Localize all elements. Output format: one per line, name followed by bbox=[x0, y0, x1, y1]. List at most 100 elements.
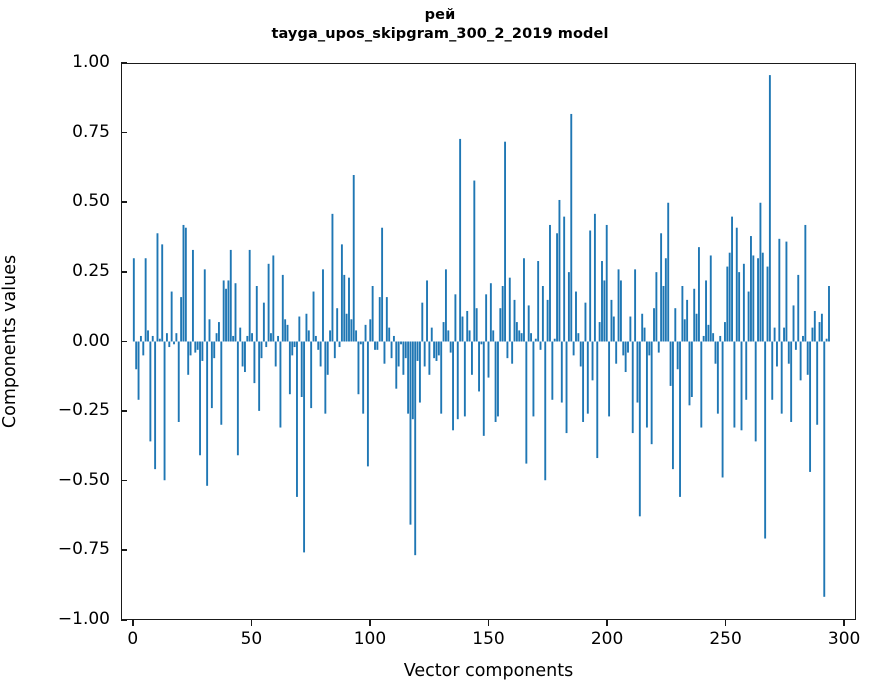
bar bbox=[267, 263, 270, 342]
bar bbox=[251, 333, 253, 342]
bar bbox=[728, 252, 731, 342]
x-tick-label: 150 bbox=[472, 629, 505, 649]
bar bbox=[624, 341, 627, 373]
bar bbox=[653, 308, 655, 342]
bar bbox=[329, 330, 332, 342]
x-axis-label: Vector components bbox=[403, 661, 574, 681]
bar bbox=[506, 341, 509, 359]
bar bbox=[147, 330, 149, 342]
bar bbox=[577, 333, 580, 342]
bar bbox=[589, 230, 592, 342]
bar bbox=[605, 224, 608, 342]
bar bbox=[683, 319, 686, 342]
bar bbox=[813, 310, 816, 342]
bar bbox=[466, 310, 469, 342]
bar bbox=[636, 341, 639, 403]
bar bbox=[352, 175, 355, 342]
bar bbox=[627, 341, 629, 353]
bar bbox=[220, 341, 223, 425]
bar bbox=[643, 327, 646, 342]
bar bbox=[449, 341, 452, 353]
bar bbox=[752, 255, 755, 342]
bar bbox=[357, 341, 360, 395]
bar bbox=[523, 258, 525, 342]
bar bbox=[724, 322, 726, 342]
bar bbox=[686, 299, 689, 342]
bar bbox=[390, 341, 393, 359]
x-tick-mark bbox=[606, 620, 608, 626]
bar bbox=[177, 341, 180, 422]
bar bbox=[690, 341, 693, 397]
bar bbox=[818, 322, 821, 342]
bar bbox=[182, 224, 185, 342]
bar bbox=[359, 341, 362, 345]
bar bbox=[747, 291, 750, 342]
bar bbox=[525, 341, 528, 464]
bar bbox=[468, 330, 471, 342]
bar bbox=[165, 333, 168, 342]
bar bbox=[733, 341, 736, 428]
bar bbox=[771, 341, 774, 400]
bar bbox=[719, 335, 722, 342]
bar bbox=[210, 341, 213, 409]
bar bbox=[676, 341, 679, 370]
bar bbox=[208, 319, 211, 342]
bar bbox=[586, 341, 589, 414]
bar bbox=[447, 330, 450, 342]
bar bbox=[558, 199, 561, 342]
bar bbox=[811, 327, 814, 342]
bar bbox=[473, 180, 476, 342]
bar bbox=[215, 333, 218, 342]
y-tick-label: 1.00 bbox=[72, 52, 110, 72]
bar bbox=[248, 249, 251, 342]
bar bbox=[816, 341, 819, 425]
bar bbox=[227, 280, 230, 342]
bar bbox=[551, 341, 554, 400]
bar bbox=[288, 341, 291, 395]
bar bbox=[196, 341, 199, 350]
bar bbox=[802, 335, 804, 342]
bar bbox=[530, 333, 533, 342]
y-tick-mark bbox=[121, 270, 127, 273]
y-tick-mark bbox=[121, 479, 127, 482]
x-tick-mark bbox=[843, 620, 845, 626]
bar bbox=[397, 341, 400, 367]
bar bbox=[461, 316, 464, 342]
chart-title: рей tayga_upos_skipgram_300_2_2019 model bbox=[0, 6, 880, 43]
bar bbox=[442, 322, 445, 342]
bar bbox=[144, 258, 147, 342]
bar bbox=[168, 341, 171, 348]
x-tick-mark bbox=[369, 620, 371, 626]
bar bbox=[194, 341, 197, 353]
x-tick-label: 100 bbox=[353, 629, 387, 649]
bar bbox=[806, 341, 809, 375]
bar bbox=[336, 308, 339, 342]
bar bbox=[265, 341, 268, 348]
bar bbox=[515, 322, 518, 342]
y-tick-label: 0.25 bbox=[72, 260, 110, 281]
bar bbox=[303, 341, 306, 553]
y-tick-mark bbox=[121, 201, 127, 203]
bar bbox=[563, 216, 566, 342]
chart-title-line-2: tayga_upos_skipgram_300_2_2019 model bbox=[271, 25, 609, 42]
bar bbox=[459, 138, 462, 342]
bar bbox=[823, 341, 826, 597]
bar bbox=[742, 263, 745, 342]
bar bbox=[132, 258, 135, 342]
bar bbox=[345, 313, 348, 342]
bar bbox=[501, 286, 504, 342]
bar bbox=[170, 291, 173, 342]
bar bbox=[553, 338, 556, 342]
bar bbox=[655, 272, 658, 342]
bar bbox=[664, 258, 667, 342]
bar bbox=[714, 341, 717, 364]
bar bbox=[721, 341, 724, 478]
bar bbox=[544, 341, 547, 481]
bar bbox=[669, 341, 672, 386]
bar bbox=[187, 341, 190, 375]
bar bbox=[582, 341, 585, 422]
bar bbox=[362, 341, 365, 414]
y-tick-mark bbox=[121, 131, 127, 134]
bar bbox=[768, 75, 771, 342]
